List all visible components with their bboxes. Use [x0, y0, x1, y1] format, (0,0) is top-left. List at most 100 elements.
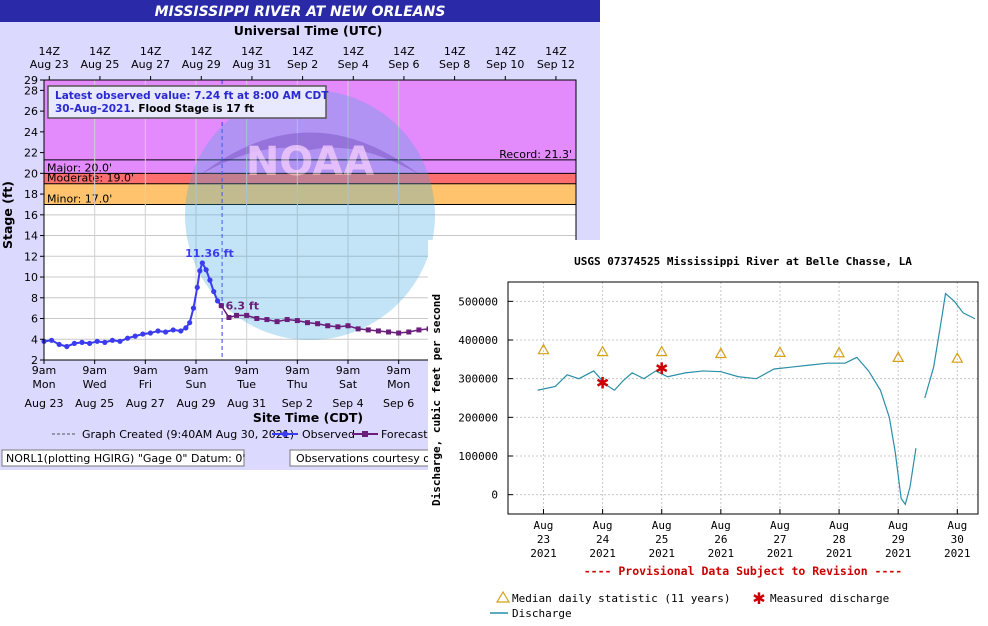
top-tick-date-0: Aug 23 — [30, 58, 69, 71]
new-orleans-hydrograph: MISSISSIPPI RIVER AT NEW ORLEANS Univers… — [0, 0, 600, 470]
y-tick-label-18: 18 — [24, 188, 38, 201]
flood-band-label-2: Major: 20.0' — [47, 161, 112, 174]
bottom-tick-date-2: Aug 27 — [126, 397, 165, 410]
y-axis-title: Stage (ft) — [0, 181, 15, 249]
forecast-point-5 — [264, 317, 270, 323]
forecast-point-4 — [254, 316, 260, 322]
legend-forecast-marker — [362, 431, 368, 437]
legend-forecast-label: Forecast — [381, 428, 428, 441]
top-tick-date-10: Sep 12 — [537, 58, 575, 71]
bottom-tick-day-5: Thu — [286, 378, 308, 391]
title-bar — [0, 0, 600, 22]
observed-point-16 — [163, 329, 169, 335]
usgs-x-tick-label-3-0: Aug — [711, 519, 731, 532]
legend: Graph Created (9:40AM Aug 30, 2021) Obse… — [52, 428, 428, 441]
observed-point-17 — [170, 327, 176, 333]
observed-point-2 — [56, 341, 62, 348]
forecast-point-1 — [226, 314, 232, 320]
usgs-y-tick-label-0: 0 — [491, 489, 498, 502]
median-marker-2 — [655, 345, 668, 357]
median-marker-0 — [537, 343, 550, 355]
measured-marker-1: ✱ — [655, 359, 668, 378]
forecast-point-19 — [406, 329, 412, 335]
top-tick-date-9: Sep 10 — [486, 58, 524, 71]
bottom-tick-time-7: 9am — [386, 364, 410, 377]
forecast-point-8 — [294, 318, 300, 324]
forecast-point-13 — [345, 323, 351, 329]
info-box: Latest observed value: 7.24 ft at 8:00 A… — [47, 85, 329, 119]
usgs-x-tick-label-6-2: 2021 — [885, 547, 912, 560]
legend-observed-label: Observed — [302, 428, 355, 441]
footer-datum: NORL1(plotting HGIRG) "Gage 0" Datum: 0' — [6, 452, 245, 465]
top-tick-date-4: Aug 31 — [232, 58, 271, 71]
y-tick-label-10: 10 — [24, 271, 38, 284]
median-marker-5 — [833, 346, 846, 358]
flood-band-label-0: Minor: 17.0' — [47, 192, 112, 205]
top-tick-date-3: Aug 29 — [182, 58, 221, 71]
bottom-tick-day-3: Sun — [186, 378, 207, 391]
usgs-x-tick-label-0-1: 23 — [537, 533, 550, 546]
usgs-x-tick-label-7-0: Aug — [947, 519, 967, 532]
y-tick-label-28: 28 — [24, 84, 38, 97]
forecast-point-2 — [234, 312, 240, 318]
usgs-y-tick-label-300000: 300000 — [458, 373, 498, 386]
forecast-point-15 — [365, 327, 371, 333]
legend-measured-label: Measured discharge — [770, 592, 889, 605]
observed-point-14 — [147, 330, 153, 336]
usgs-y-axis-title: Discharge, cubic feet per second — [430, 294, 443, 506]
top-tick-hour-0: 14Z — [39, 45, 61, 58]
usgs-y-tick-label-500000: 500000 — [458, 295, 498, 308]
info-box-date: 30-Aug-2021 — [55, 103, 131, 115]
observed-point-12 — [132, 333, 138, 339]
observed-point-8 — [102, 339, 108, 345]
usgs-x-tick-label-5-1: 28 — [832, 533, 845, 546]
bottom-tick-time-5: 9am — [285, 364, 309, 377]
forecast-point-20 — [416, 327, 422, 333]
legend-median-marker — [495, 590, 511, 603]
bottom-tick-time-0: 9am — [32, 364, 56, 377]
bottom-tick-day-2: Fri — [139, 378, 152, 391]
top-tick-hour-3: 14Z — [191, 45, 213, 58]
info-box-line2: 30-Aug-2021. Flood Stage is 17 ft — [55, 103, 254, 115]
top-tick-date-2: Aug 27 — [131, 58, 170, 71]
observed-point-23 — [197, 268, 203, 274]
usgs-x-tick-label-7-2: 2021 — [944, 547, 971, 560]
bottom-tick-day-1: Wed — [83, 378, 107, 391]
usgs-x-tick-label-6-1: 29 — [892, 533, 905, 546]
observed-point-7 — [94, 338, 100, 344]
legend-created-label: Graph Created (9:40AM Aug 30, 2021) — [82, 428, 294, 441]
bottom-tick-date-0: Aug 23 — [25, 397, 64, 410]
observed-point-13 — [140, 331, 146, 337]
observed-point-6 — [87, 340, 93, 347]
forecast-point-14 — [355, 326, 361, 332]
y-tick-label-12: 12 — [24, 250, 38, 263]
observed-point-5 — [79, 339, 85, 345]
footer-courtesy: Observations courtesy of — [296, 452, 435, 465]
y-tick-label-14: 14 — [24, 230, 38, 243]
observed-point-3 — [64, 343, 70, 350]
usgs-x-tick-label-0-0: Aug — [534, 519, 554, 532]
usgs-x-tick-label-7-1: 30 — [951, 533, 964, 546]
observed-point-1 — [49, 337, 55, 343]
top-tick-hour-1: 14Z — [89, 45, 111, 58]
median-marker-3 — [714, 347, 727, 359]
y-tick-label-26: 26 — [24, 105, 38, 118]
observed-point-20 — [187, 320, 193, 326]
bottom-tick-day-0: Mon — [32, 378, 55, 391]
bottom-tick-time-6: 9am — [336, 364, 360, 377]
median-marker-4 — [773, 346, 786, 357]
observed-point-24 — [199, 260, 205, 266]
observed-point-26 — [207, 277, 213, 283]
y-tick-label-22: 22 — [24, 147, 38, 160]
observed-point-27 — [211, 288, 217, 295]
usgs-y-tick-label-100000: 100000 — [458, 450, 498, 463]
info-box-flood-stage: . Flood Stage is 17 ft — [131, 103, 254, 115]
top-tick-hour-7: 14Z — [393, 45, 415, 58]
usgs-x-tick-label-1-1: 24 — [596, 533, 610, 546]
median-marker-1 — [596, 345, 609, 357]
usgs-x-tick-label-1-2: 2021 — [589, 547, 616, 560]
usgs-x-tick-label-2-2: 2021 — [648, 547, 675, 560]
legend-median-label: Median daily statistic (11 years) — [512, 592, 731, 605]
observed-point-18 — [178, 328, 184, 334]
bottom-tick-date-3: Aug 29 — [177, 397, 216, 410]
